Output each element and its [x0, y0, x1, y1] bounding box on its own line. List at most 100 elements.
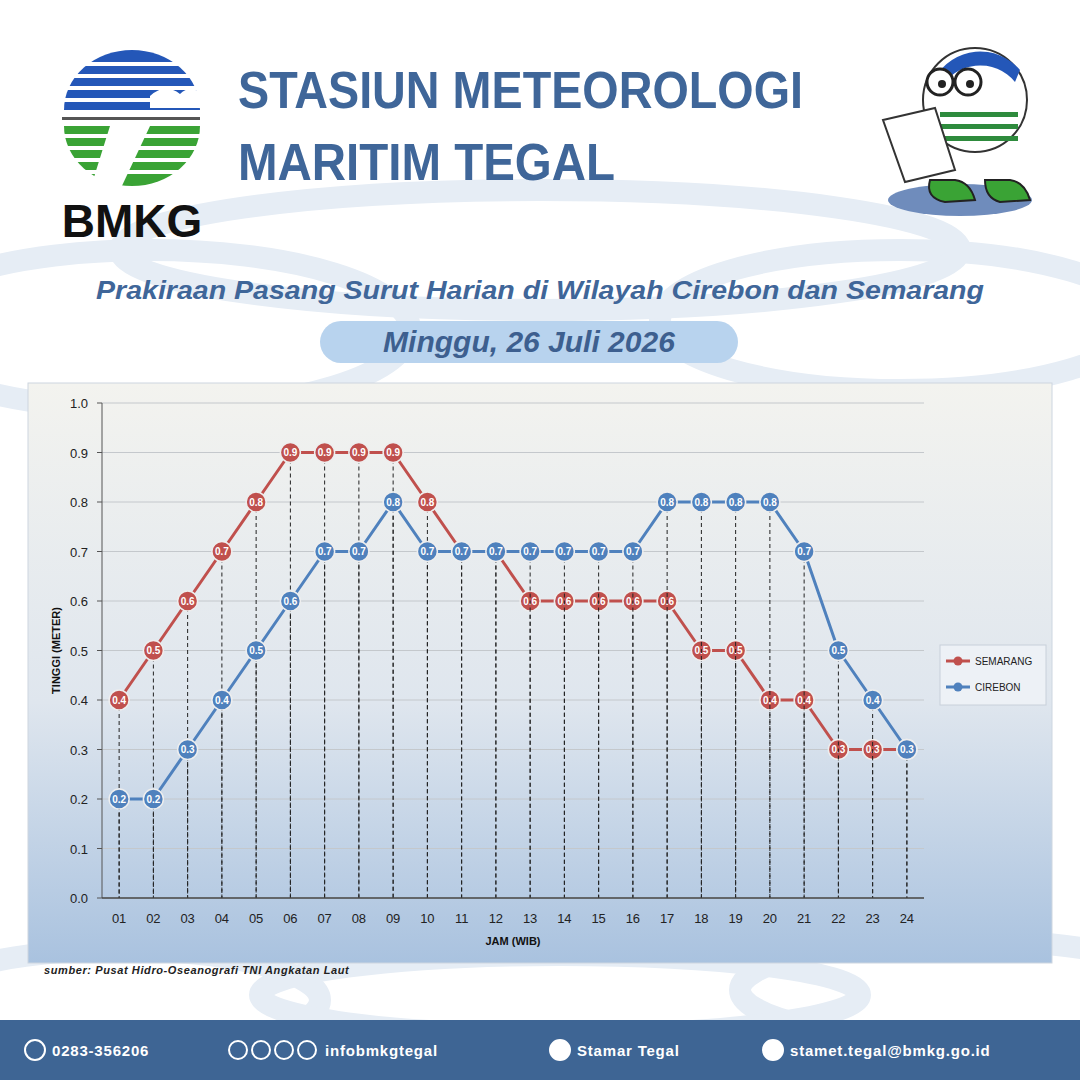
mascot-shoe	[985, 180, 1030, 202]
y-tick	[97, 749, 102, 750]
point	[863, 690, 883, 710]
legend: SEMARANGCIREBON	[940, 645, 1046, 705]
x-tick-label: 18	[694, 911, 708, 926]
x-tick-label: 05	[249, 911, 263, 926]
y-tick-label: 0.5	[70, 644, 88, 659]
point	[246, 641, 266, 661]
data-label: 0.5	[831, 645, 845, 656]
grid-line	[102, 848, 924, 849]
point	[143, 641, 163, 661]
contact-icon	[763, 1040, 783, 1060]
y-tick	[97, 700, 102, 701]
data-label: 0.9	[283, 447, 297, 458]
data-label: 0.8	[249, 497, 263, 508]
footer-band	[0, 1020, 1080, 1080]
data-label: 0.3	[181, 744, 195, 755]
social-icon	[229, 1041, 247, 1059]
y-tick	[97, 898, 102, 899]
drop-line	[221, 552, 222, 899]
data-label: 0.7	[592, 546, 606, 557]
point	[452, 542, 472, 562]
y-tick	[97, 403, 102, 404]
drop-line	[290, 601, 291, 898]
drop-line	[393, 453, 394, 899]
drop-line	[290, 453, 291, 899]
data-label: 0.3	[900, 744, 914, 755]
x-tick-label: 12	[489, 911, 503, 926]
x-axis-line	[102, 897, 924, 899]
point	[486, 542, 506, 562]
x-tick-label: 14	[557, 911, 571, 926]
y-tick-label: 0.3	[70, 743, 88, 758]
mascot	[883, 48, 1032, 216]
point	[315, 443, 335, 463]
drop-line	[495, 552, 496, 899]
point	[417, 542, 437, 562]
logo-line	[62, 117, 200, 120]
data-label: 0.9	[352, 447, 366, 458]
y-tick-label: 0.8	[70, 495, 88, 510]
logo-stripe	[60, 74, 205, 78]
drop-line	[701, 502, 702, 898]
data-label: 0.6	[283, 596, 297, 607]
legend-box	[940, 645, 1046, 705]
point	[109, 690, 129, 710]
mascot-stripe	[940, 124, 1018, 129]
point	[280, 443, 300, 463]
data-label: 0.8	[729, 497, 743, 508]
data-label: 0.8	[763, 497, 777, 508]
point	[417, 492, 437, 512]
data-label: 0.7	[489, 546, 503, 557]
y-tick-label: 0.0	[70, 891, 88, 906]
series-marks	[109, 443, 917, 899]
background-fill	[0, 0, 1080, 1080]
drop-line	[667, 502, 668, 898]
mascot-glass	[927, 69, 953, 95]
x-tick-label: 07	[317, 911, 331, 926]
x-tick-label: 19	[728, 911, 742, 926]
mascot-eye	[938, 80, 946, 88]
point	[520, 542, 540, 562]
y-tick	[97, 650, 102, 651]
contact-icon	[550, 1040, 570, 1060]
drop-line	[632, 552, 633, 899]
point	[554, 542, 574, 562]
point	[109, 789, 129, 809]
drop-line	[735, 502, 736, 898]
y-tick	[97, 601, 102, 602]
y-tick-label: 0.9	[70, 446, 88, 461]
x-tick-label: 06	[283, 911, 297, 926]
data-label: 0.4	[866, 695, 880, 706]
y-tick	[97, 502, 102, 503]
y-tick-label: 0.1	[70, 842, 88, 857]
grid-line	[102, 452, 924, 453]
legend-marker	[954, 683, 963, 692]
data-label: 0.5	[146, 645, 160, 656]
logo-text: BMKG	[62, 195, 203, 247]
drop-line	[119, 799, 120, 898]
x-tick-label: 21	[797, 911, 811, 926]
x-tick-label: 09	[386, 911, 400, 926]
drop-line	[769, 502, 770, 898]
drop-line	[564, 552, 565, 899]
point	[280, 591, 300, 611]
swirl	[660, 250, 1080, 390]
data-label: 0.7	[489, 546, 503, 557]
x-tick-label: 08	[352, 911, 366, 926]
logo-stripe	[60, 170, 205, 174]
grid-line	[102, 898, 924, 899]
point	[623, 542, 643, 562]
drop-line	[906, 750, 907, 899]
mascot-paper	[883, 108, 955, 182]
social-icon	[275, 1041, 293, 1059]
drop-line	[256, 651, 257, 899]
data-label: 0.8	[420, 497, 434, 508]
point	[349, 542, 369, 562]
drop-line	[256, 502, 257, 898]
point	[349, 443, 369, 463]
data-label: 0.5	[249, 645, 263, 656]
x-tick-label: 01	[112, 911, 126, 926]
data-label: 0.6	[181, 596, 195, 607]
logo: BMKG	[60, 50, 205, 247]
contact-text: Stamar Tegal	[577, 1042, 680, 1059]
